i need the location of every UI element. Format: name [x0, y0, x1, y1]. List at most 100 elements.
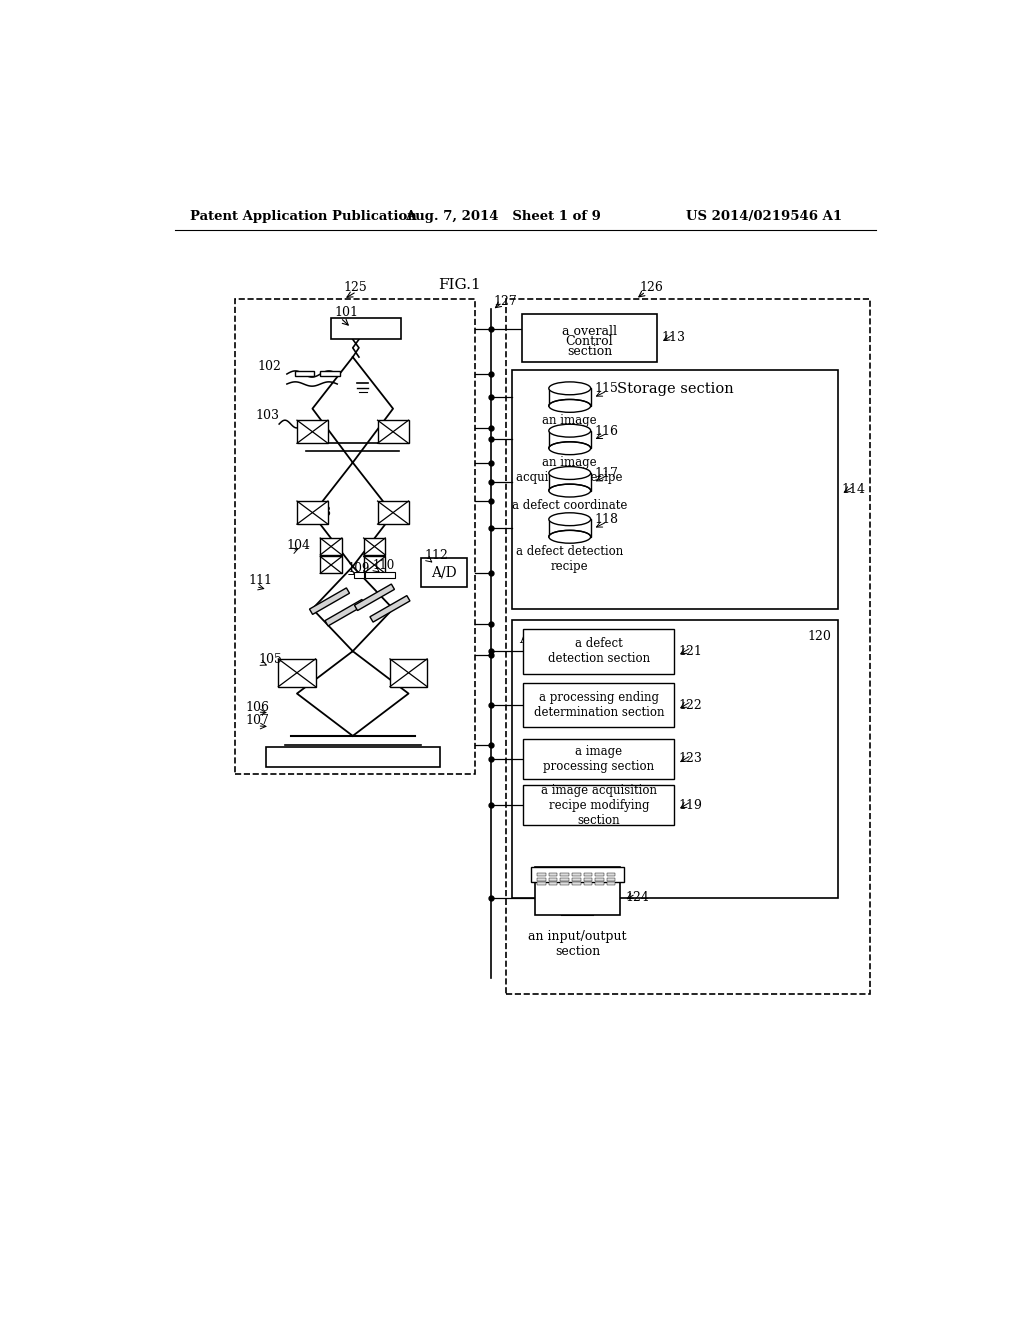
Bar: [523, 785, 675, 825]
Bar: [321, 557, 342, 573]
Text: 118: 118: [595, 513, 618, 527]
Bar: [366, 572, 394, 578]
Text: 120: 120: [808, 630, 831, 643]
Text: 127: 127: [494, 296, 517, 309]
Text: A/D: A/D: [431, 566, 457, 579]
Bar: [354, 572, 364, 578]
Text: 119: 119: [678, 799, 702, 812]
Bar: [549, 430, 591, 449]
Bar: [595, 873, 604, 876]
Ellipse shape: [549, 484, 591, 498]
Bar: [549, 873, 557, 876]
Text: Patent Application Publication: Patent Application Publication: [190, 210, 417, 223]
Text: 112: 112: [425, 549, 449, 562]
Bar: [549, 878, 557, 880]
Text: 105: 105: [258, 653, 282, 665]
Bar: [595, 878, 604, 880]
Text: A processing section: A processing section: [518, 632, 673, 645]
Bar: [560, 878, 569, 880]
Text: 121: 121: [678, 644, 702, 657]
Text: 103: 103: [256, 409, 280, 421]
Ellipse shape: [549, 531, 591, 544]
Text: a overall: a overall: [562, 325, 617, 338]
Text: a defect coordinate: a defect coordinate: [512, 499, 628, 512]
Text: 111: 111: [248, 574, 272, 587]
Bar: [266, 747, 439, 767]
Bar: [354, 583, 394, 611]
Text: 124: 124: [626, 891, 649, 904]
Bar: [549, 388, 591, 405]
Bar: [421, 558, 467, 587]
Text: 109: 109: [347, 562, 370, 576]
Bar: [331, 318, 400, 339]
Bar: [234, 298, 475, 775]
Text: 126: 126: [640, 281, 664, 294]
Text: 116: 116: [595, 425, 618, 438]
Bar: [512, 620, 838, 898]
Bar: [364, 557, 385, 573]
Bar: [584, 878, 592, 880]
Bar: [607, 878, 615, 880]
Bar: [549, 519, 591, 537]
Bar: [521, 314, 657, 362]
Bar: [321, 539, 342, 554]
Bar: [506, 298, 870, 994]
Bar: [572, 878, 581, 880]
Bar: [560, 873, 569, 876]
Bar: [321, 371, 340, 376]
Text: a image acquisition
recipe modifying
section: a image acquisition recipe modifying sec…: [541, 784, 656, 826]
Bar: [549, 473, 591, 491]
Text: 101: 101: [335, 306, 359, 319]
Bar: [378, 502, 409, 524]
Text: 115: 115: [595, 383, 618, 396]
Bar: [523, 628, 675, 673]
Bar: [297, 420, 328, 444]
Bar: [512, 370, 838, 609]
Bar: [538, 878, 546, 880]
Text: an image: an image: [543, 414, 597, 428]
Text: 122: 122: [678, 698, 702, 711]
Bar: [325, 599, 365, 626]
Bar: [549, 882, 557, 886]
Text: 107: 107: [246, 714, 269, 727]
Text: 104: 104: [287, 539, 311, 552]
Ellipse shape: [549, 512, 591, 525]
Text: 117: 117: [595, 467, 618, 480]
Text: 110: 110: [372, 558, 394, 572]
Bar: [572, 882, 581, 886]
Bar: [378, 420, 409, 444]
Bar: [523, 739, 675, 779]
Bar: [309, 587, 349, 614]
Ellipse shape: [549, 466, 591, 479]
Bar: [560, 882, 569, 886]
Text: Control: Control: [565, 335, 613, 348]
Bar: [584, 882, 592, 886]
Text: section: section: [567, 345, 612, 358]
Text: a image
processing section: a image processing section: [544, 744, 654, 774]
Bar: [279, 659, 315, 686]
Text: 125: 125: [343, 281, 368, 294]
Bar: [595, 882, 604, 886]
Bar: [531, 867, 624, 882]
Text: FIG.1: FIG.1: [438, 279, 480, 293]
Text: US 2014/0219546 A1: US 2014/0219546 A1: [686, 210, 842, 223]
Bar: [538, 873, 546, 876]
Ellipse shape: [549, 424, 591, 437]
Bar: [364, 539, 385, 554]
Text: 108: 108: [308, 507, 332, 520]
Bar: [572, 873, 581, 876]
Text: a processing ending
determination section: a processing ending determination sectio…: [534, 692, 664, 719]
Bar: [538, 882, 546, 886]
Ellipse shape: [549, 400, 591, 412]
Bar: [297, 502, 328, 524]
Text: 114: 114: [842, 483, 865, 496]
Bar: [370, 595, 410, 622]
Text: a defect detection
recipe: a defect detection recipe: [516, 545, 624, 573]
Ellipse shape: [549, 381, 591, 395]
Text: 106: 106: [246, 701, 269, 714]
Text: an input/output
section: an input/output section: [528, 929, 627, 958]
Bar: [535, 867, 621, 915]
Bar: [607, 873, 615, 876]
Text: 123: 123: [678, 752, 702, 766]
Text: Storage section: Storage section: [616, 381, 733, 396]
